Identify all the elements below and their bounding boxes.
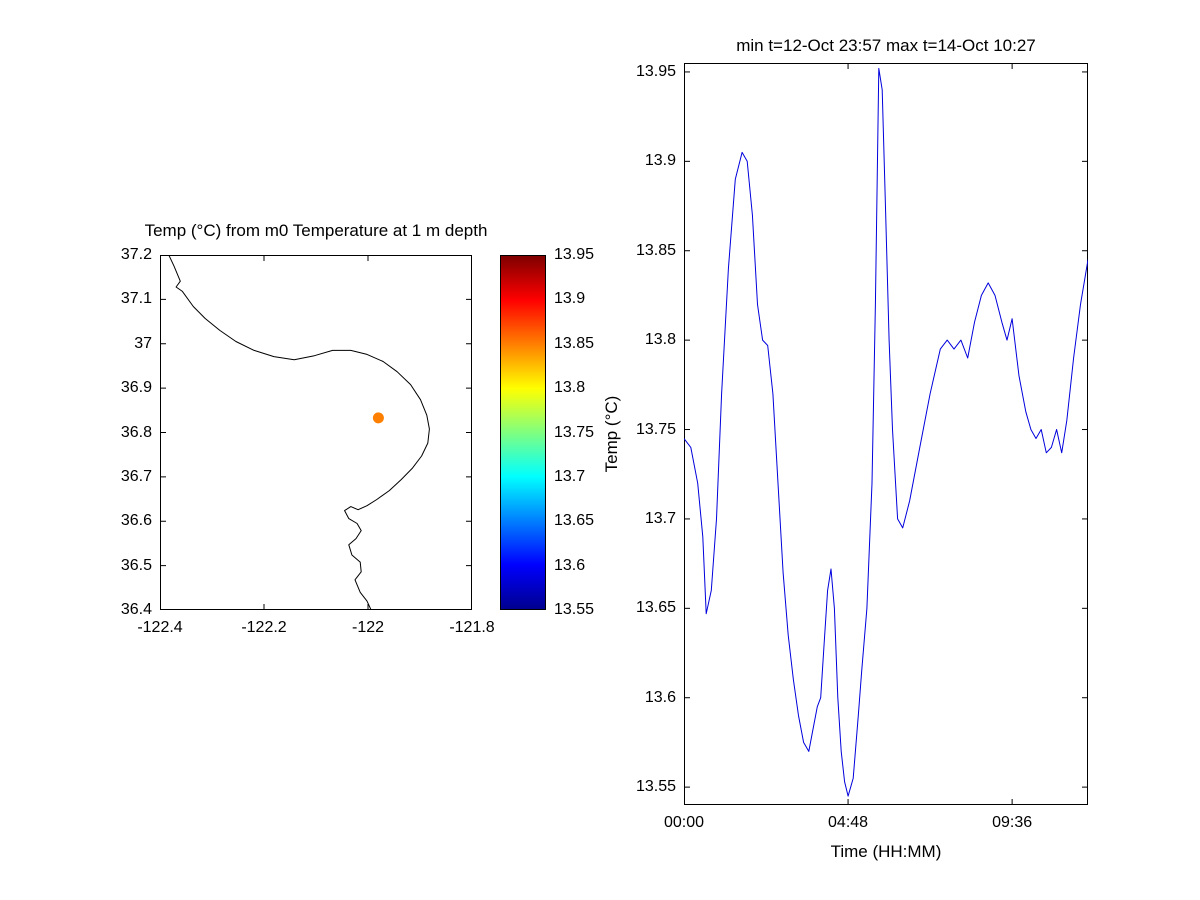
colorbar-tick-label: 13.6 xyxy=(554,556,586,574)
coastline-path xyxy=(168,255,430,610)
timeseries-ytick-label: 13.9 xyxy=(644,152,676,170)
colorbar-tick-label: 13.65 xyxy=(554,512,595,530)
timeseries-xtick-label: 04:48 xyxy=(828,814,869,831)
timeseries-xtick-label: 00:00 xyxy=(663,814,705,831)
colorbar-tick-label: 13.95 xyxy=(554,246,595,263)
map-ytick-label: 36.5 xyxy=(120,556,152,574)
map-ytick-label: 36.9 xyxy=(120,379,152,397)
map-ytick-label: 36.6 xyxy=(120,512,152,530)
timeseries-ytick-label: 13.75 xyxy=(635,420,676,438)
timeseries-xtick-label: 09:36 xyxy=(992,814,1033,831)
timeseries-ytick-label: 13.6 xyxy=(644,688,676,706)
map-ytick-label: 37.1 xyxy=(120,290,152,308)
map-title: Temp (°C) from m0 Temperature at 1 m dep… xyxy=(144,221,488,240)
timeseries-xlabel: Time (HH:MM) xyxy=(830,842,942,861)
timeseries-ytick-label: 13.65 xyxy=(635,599,676,617)
colorbar-tick-label: 13.85 xyxy=(554,334,595,352)
map-ytick-label: 36.4 xyxy=(120,601,152,618)
map-ytick-label: 37.2 xyxy=(120,246,152,263)
map-ytick-label: 36.8 xyxy=(120,423,152,441)
map-xtick-label: -121.8 xyxy=(449,619,495,636)
map-xtick-label: -122.4 xyxy=(137,619,183,636)
map-ytick-label: 37 xyxy=(134,334,152,352)
colorbar-tick-label: 13.75 xyxy=(554,423,595,441)
mooring-marker xyxy=(372,412,384,424)
map-axes-box xyxy=(160,255,472,610)
map-plot xyxy=(160,255,472,610)
map-xtick-label: -122 xyxy=(351,619,385,636)
timeseries-title: min t=12-Oct 23:57 max t=14-Oct 10:27 xyxy=(736,36,1036,55)
timeseries-ytick-label: 13.55 xyxy=(635,778,676,796)
colorbar xyxy=(500,255,546,610)
colorbar-tick-label: 13.7 xyxy=(554,467,586,485)
timeseries-ytick-label: 13.95 xyxy=(635,62,676,80)
colorbar-tick-label: 13.55 xyxy=(554,601,595,618)
timeseries-ytick-label: 13.85 xyxy=(635,241,676,259)
timeseries-ytick-label: 13.8 xyxy=(644,331,676,349)
map-ytick-label: 36.7 xyxy=(120,467,152,485)
timeseries-axes-box xyxy=(684,63,1088,805)
temperature-line xyxy=(684,67,1088,797)
timeseries-plot xyxy=(684,63,1088,805)
colorbar-tick-label: 13.8 xyxy=(554,379,586,397)
colorbar-tick-label: 13.9 xyxy=(554,290,586,308)
map-xtick-label: -122.2 xyxy=(241,619,287,636)
timeseries-ytick-label: 13.7 xyxy=(644,509,676,527)
